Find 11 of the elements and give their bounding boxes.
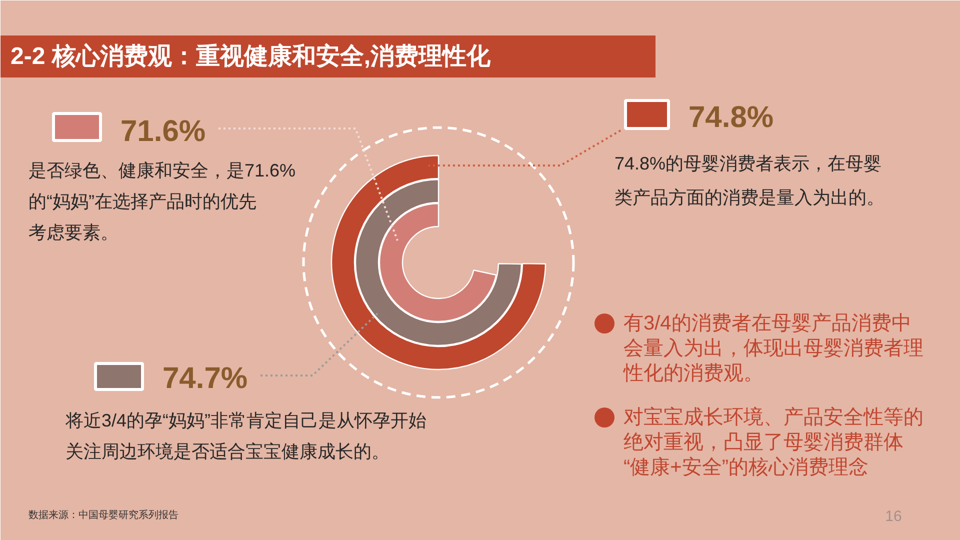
- source-note: 数据来源：中国母婴研究系列报告: [28, 509, 178, 521]
- data-label: 71.6%: [120, 115, 206, 148]
- category-label: 将近3/4的孕“妈妈”非常肯定自己是从怀孕开始关注周边环境是否适合宝宝健康成长的。: [64, 410, 427, 462]
- text: 2-2 核心消费观：重视健康和安全,消费理性化: [10, 43, 492, 70]
- category-label: 74.8%的母婴消费者表示，在母婴类产品方面的消费是量入为出的。: [614, 154, 884, 208]
- data-label: 74.8%: [688, 101, 774, 134]
- text: 有3/4的消费者在母婴产品消费中会量入为出，体现出母婴消费者理性化的消费观。: [622, 312, 924, 384]
- text: 对宝宝成长环境、产品安全性等的绝对重视，凸显了母婴消费群体“健康+安全”的核心消费理念: [624, 406, 924, 478]
- category-label: 是否绿色、健康和安全，是71.6%的“妈妈”在选择产品时的优先考虑要素。: [28, 160, 296, 242]
- text: 16: [885, 508, 902, 525]
- data-label: 74.7%: [162, 362, 248, 395]
